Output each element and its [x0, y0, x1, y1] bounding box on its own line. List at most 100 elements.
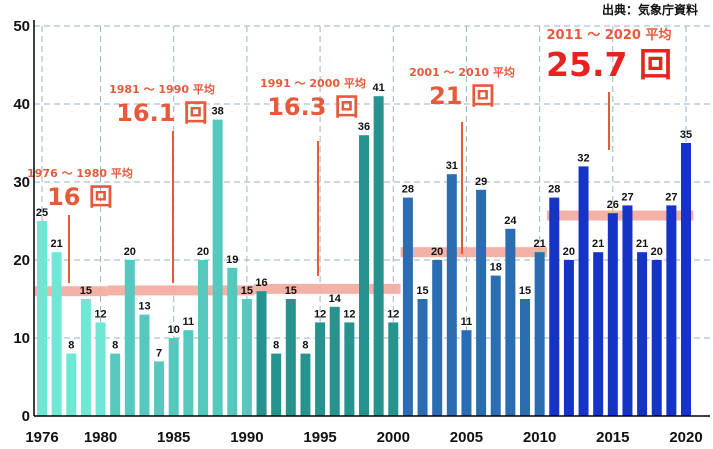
average-band: [254, 283, 401, 294]
bar: [622, 205, 633, 416]
y-tick-label: 0: [22, 408, 30, 425]
bar-value-label: 36: [358, 121, 370, 133]
bar-value-label: 21: [51, 238, 63, 250]
bar-value-label: 12: [94, 308, 106, 320]
y-tick-label: 20: [13, 252, 30, 269]
bar-value-label: 28: [548, 184, 560, 196]
bar: [344, 322, 355, 416]
x-tick-label: 2020: [669, 429, 702, 446]
bar-value-label: 15: [241, 285, 253, 297]
bar: [637, 252, 648, 416]
bar: [139, 314, 150, 416]
period-average-value: 16.3 回: [267, 93, 359, 121]
bar-value-label: 20: [124, 246, 136, 258]
bar: [402, 197, 413, 416]
bar: [563, 260, 574, 416]
bar: [593, 252, 604, 416]
bar: [124, 260, 135, 416]
bar-value-label: 29: [475, 176, 487, 188]
bar-value-label: 21: [534, 238, 546, 250]
value-labels: 2521815128201371011203819151681581214123…: [36, 82, 692, 359]
bar: [388, 322, 399, 416]
period-average-title: 2011 ～ 2020 平均: [547, 27, 672, 43]
bar-value-label: 20: [431, 246, 443, 258]
period-average-value: 16.1 回: [116, 99, 208, 127]
bar-value-label: 21: [592, 238, 604, 250]
bar: [417, 299, 428, 416]
y-tick-label: 10: [13, 330, 30, 347]
bar: [607, 213, 618, 416]
bar: [505, 228, 516, 416]
x-tick-label: 1980: [84, 429, 117, 446]
axes: 0 10 20 30 40 50 1976 1980 1985 1990 1995 2000 2005 2…: [13, 18, 710, 446]
x-tick-label: 1995: [303, 429, 336, 446]
bar-value-label: 18: [490, 262, 502, 274]
bar-value-label: 41: [373, 82, 385, 94]
bar-value-label: 8: [68, 340, 74, 352]
bar: [681, 143, 691, 416]
period-average-title: 1981 ～ 1990 平均: [109, 82, 215, 96]
bar-value-label: 25: [36, 207, 48, 219]
average-band: [34, 286, 108, 297]
average-band: [546, 210, 694, 221]
bar: [520, 299, 530, 416]
bar: [241, 299, 252, 416]
period-average-title: 2001 ～ 2010 平均: [409, 65, 515, 79]
bar-value-label: 27: [665, 191, 677, 203]
bar: [373, 96, 384, 416]
average-band: [107, 285, 255, 296]
bar-value-label: 21: [636, 238, 648, 250]
bar-value-label: 8: [273, 340, 279, 352]
bar-value-label: 8: [302, 340, 308, 352]
period-average-value: 21 回: [429, 82, 495, 110]
bar: [534, 252, 545, 416]
bar: [476, 189, 487, 416]
x-tick-label: 1976: [25, 429, 58, 446]
y-tick-label: 40: [13, 96, 30, 113]
period-annotations: 1976 ～ 1980 平均 16 回 1981 ～ 1990 平均 16.1 回 19…: [27, 27, 672, 283]
bar: [110, 353, 121, 416]
bar: [37, 221, 47, 416]
bar-value-label: 28: [402, 184, 414, 196]
bar-value-label: 20: [197, 246, 209, 258]
bar-value-label: 38: [212, 106, 224, 118]
bar: [168, 338, 179, 416]
bar: [359, 135, 369, 416]
bar-value-label: 13: [138, 301, 150, 313]
bar: [446, 174, 457, 416]
bar-value-label: 16: [255, 277, 267, 289]
x-tick-label: 2005: [450, 429, 483, 446]
bar: [51, 252, 62, 416]
bar: [461, 330, 472, 416]
bar: [183, 330, 194, 416]
bar: [212, 119, 223, 416]
bars: [37, 96, 691, 416]
average-band: [400, 247, 547, 258]
bar-value-label: 15: [416, 285, 428, 297]
bar: [80, 299, 91, 416]
bar: [66, 353, 77, 416]
bar: [432, 260, 443, 416]
bar-value-label: 24: [504, 215, 517, 227]
average-bands: [34, 210, 694, 297]
x-tick-label: 2000: [377, 429, 410, 446]
bar: [198, 260, 208, 416]
bar-value-label: 8: [112, 340, 118, 352]
bar-value-label: 12: [387, 308, 399, 320]
bar-value-label: 19: [226, 254, 238, 266]
period-average-title: 1991 ～ 2000 平均: [260, 76, 366, 90]
bar: [549, 197, 560, 416]
bar-value-label: 15: [519, 285, 531, 297]
bar-value-label: 20: [563, 246, 575, 258]
bar-value-label: 27: [621, 191, 633, 203]
bar: [315, 322, 326, 416]
bar-value-label: 15: [285, 285, 297, 297]
bar-value-label: 7: [156, 347, 162, 359]
bar-value-label: 20: [651, 246, 663, 258]
bar-value-label: 10: [168, 324, 180, 336]
bar: [329, 306, 340, 416]
x-tick-label: 2015: [596, 429, 629, 446]
bar-value-label: 15: [80, 285, 92, 297]
source-label: 出典：気象庁資料: [602, 2, 698, 17]
